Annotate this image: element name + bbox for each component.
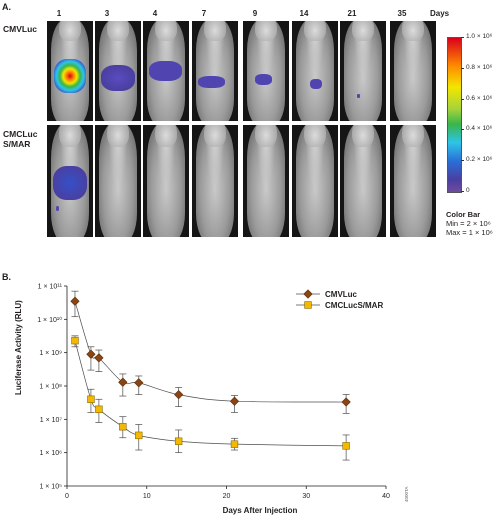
y-tick-label: 1 × 10⁶ <box>39 450 62 457</box>
color-bar-max: Max = 1 × 10⁶ <box>446 228 493 237</box>
mouse-image <box>243 125 289 237</box>
panel-a-label: A. <box>2 2 11 12</box>
luminescence-signal <box>310 79 323 89</box>
figure-code: 4000TA <box>404 486 409 502</box>
luminescence-signal <box>149 61 182 81</box>
data-point-cmcluc-smar <box>119 423 127 431</box>
color-bar-tick-mark <box>461 129 464 131</box>
luminescence-signal <box>53 59 87 93</box>
luminescence-signal <box>198 76 226 88</box>
color-bar-tick-mark <box>461 191 464 192</box>
day-label: 35 <box>397 9 407 18</box>
color-bar-tick-mark <box>461 160 464 162</box>
panel-b-label: B. <box>2 272 11 282</box>
y-tick-label: 1 × 10¹¹ <box>38 284 63 291</box>
row-label-cmcluc-smar: CMCLuc S/MAR <box>3 129 38 149</box>
day-label: 9 <box>252 9 258 18</box>
data-point-cmcluc-smar <box>230 440 239 448</box>
data-point-cmvluc <box>229 396 240 406</box>
mouse-image <box>143 125 189 237</box>
y-tick-label: 1 × 10⁹ <box>39 350 62 357</box>
legend-label-cmcluc-smar: CMCLucS/MAR <box>325 301 383 310</box>
x-tick-label: 0 <box>65 493 69 500</box>
luminescence-signal <box>254 74 272 85</box>
day-label: 1 <box>56 9 62 18</box>
y-tick-label: 1 × 10⁵ <box>39 484 62 491</box>
day-label: 3 <box>104 9 110 18</box>
color-bar-min: Min = 2 × 10⁶ <box>446 219 491 228</box>
day-label: 4 <box>152 9 158 18</box>
x-tick-label: 40 <box>382 493 390 500</box>
y-tick-label: 1 × 10⁸ <box>39 384 62 391</box>
data-point-cmcluc-smar <box>71 336 79 345</box>
mouse-image <box>192 21 238 121</box>
color-bar-tick-label: 0.4 × 10⁶ <box>466 125 493 133</box>
series-line-cmcluc-smar <box>74 340 347 447</box>
luminescence-signal <box>53 166 88 201</box>
color-bar-tick-mark <box>461 37 464 38</box>
mouse-image <box>243 21 289 121</box>
data-point-cmvluc <box>118 377 128 387</box>
mouse-image <box>340 21 386 121</box>
luminescence-signal <box>56 205 59 212</box>
mouse-image <box>95 21 141 121</box>
data-point-cmvluc <box>174 390 184 400</box>
color-bar-tick-label: 1.0 × 10⁶ <box>466 33 493 40</box>
mouse-image <box>47 125 93 237</box>
color-bar-tick-label: 0.8 × 10⁶ <box>466 63 493 71</box>
luminescence-signal <box>100 65 135 91</box>
day-label: 14 <box>299 9 309 18</box>
data-point-cmvluc <box>341 397 351 407</box>
data-point-cmvluc <box>134 378 144 388</box>
luminescence-signal <box>357 94 360 98</box>
data-point-cmcluc-smar <box>174 437 183 445</box>
x-tick-label: 10 <box>143 493 151 500</box>
legend-marker-cmvluc <box>303 289 313 299</box>
days-suffix-label: Days <box>430 9 450 18</box>
day-label: 7 <box>201 9 207 18</box>
series-line-cmvluc <box>74 301 347 403</box>
data-point-cmvluc <box>94 353 104 363</box>
x-tick-label: 30 <box>302 493 310 500</box>
data-point-cmcluc-smar <box>87 395 95 403</box>
y-axis-title: Luciferase Activity (RLU) <box>14 300 23 395</box>
color-bar-title: Color Bar <box>446 210 481 219</box>
mouse-image <box>192 125 238 237</box>
mouse-image <box>390 125 436 237</box>
legend-label-cmvluc: CMVLuc <box>325 290 358 299</box>
mouse-image <box>292 125 338 237</box>
mouse-image <box>95 125 141 237</box>
color-bar-tick-mark <box>461 67 464 69</box>
mouse-image <box>143 21 189 121</box>
row-label-cmvluc: CMVLuc <box>3 24 37 34</box>
color-bar-tick-mark <box>461 98 464 100</box>
day-label: 21 <box>347 9 357 18</box>
legend-marker-cmcluc-smar <box>304 301 312 309</box>
x-axis-title: Days After Injection <box>222 506 298 515</box>
data-point-cmcluc-smar <box>95 405 103 413</box>
data-point-cmvluc <box>86 349 96 359</box>
mouse-image <box>340 125 386 237</box>
data-point-cmcluc-smar <box>342 442 350 450</box>
y-tick-label: 1 × 10¹⁰ <box>37 316 62 324</box>
color-bar-tick-label: 0.2 × 10⁶ <box>466 156 493 164</box>
color-bar <box>447 37 462 193</box>
mouse-image <box>390 21 436 121</box>
color-bar-tick-label: 0 <box>466 187 470 194</box>
x-tick-label: 20 <box>223 493 231 500</box>
y-tick-label: 1 × 10⁷ <box>40 417 63 424</box>
mouse-image <box>47 21 93 121</box>
data-point-cmvluc <box>70 296 80 306</box>
data-point-cmcluc-smar <box>135 431 143 440</box>
color-bar-tick-label: 0.6 × 10⁶ <box>466 94 493 102</box>
mouse-image <box>292 21 338 121</box>
